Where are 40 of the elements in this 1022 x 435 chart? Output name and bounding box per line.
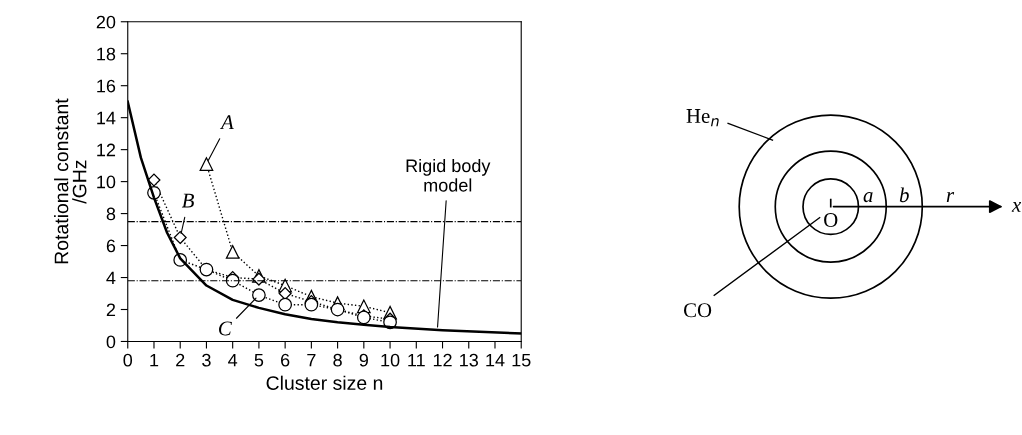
text: a: [863, 192, 873, 203]
x-tick-label: 0: [123, 353, 133, 367]
x-tick-label: 11: [408, 353, 425, 367]
x-tick-label: 2: [176, 353, 185, 367]
text: x: [1011, 202, 1022, 212]
y-tick-label: 16: [97, 79, 116, 93]
y-tick-label: 12: [97, 143, 116, 157]
x-tick-label: 4: [228, 353, 238, 367]
y-tick-label: 14: [97, 111, 116, 125]
x-tick-label: 3: [202, 353, 211, 367]
annotation: A: [219, 115, 234, 130]
x-tick-label: 1: [150, 353, 159, 367]
y-tick-label: 20: [96, 15, 116, 29]
text: O: [824, 213, 838, 228]
y-tick-label: 10: [97, 175, 116, 189]
x-tick-label: 14: [486, 353, 505, 367]
annotation: B: [181, 193, 194, 208]
x-tick-label: 10: [381, 353, 400, 367]
x-tick-label: 7: [307, 353, 316, 367]
x-tick-label: 6: [281, 353, 290, 367]
x-axis-title: Cluster size n: [266, 375, 383, 390]
y-axis-title: Rotational constant /GHz: [54, 98, 87, 264]
y-tick-label: 6: [106, 239, 116, 253]
y-tick-label: 18: [97, 47, 116, 61]
y-tick-label: 4: [106, 271, 116, 285]
x-tick-label: 12: [433, 353, 452, 367]
annotation: C: [219, 321, 232, 336]
x-tick-label: 5: [254, 353, 264, 367]
text: He$_{n}$: [686, 109, 719, 127]
x-tick-label: 13: [460, 353, 479, 367]
y-tick-label: 0: [106, 335, 116, 349]
y-tick-label: 8: [106, 207, 116, 221]
x-tick-label: 8: [333, 353, 342, 367]
y-tick-label: 2: [106, 303, 116, 317]
text: b: [899, 187, 909, 203]
text: CO: [683, 303, 712, 318]
annotation: Rigid body model: [406, 158, 491, 192]
x-tick-label: 9: [359, 353, 368, 367]
x-tick-label: 15: [512, 353, 531, 367]
text: r: [946, 192, 955, 202]
